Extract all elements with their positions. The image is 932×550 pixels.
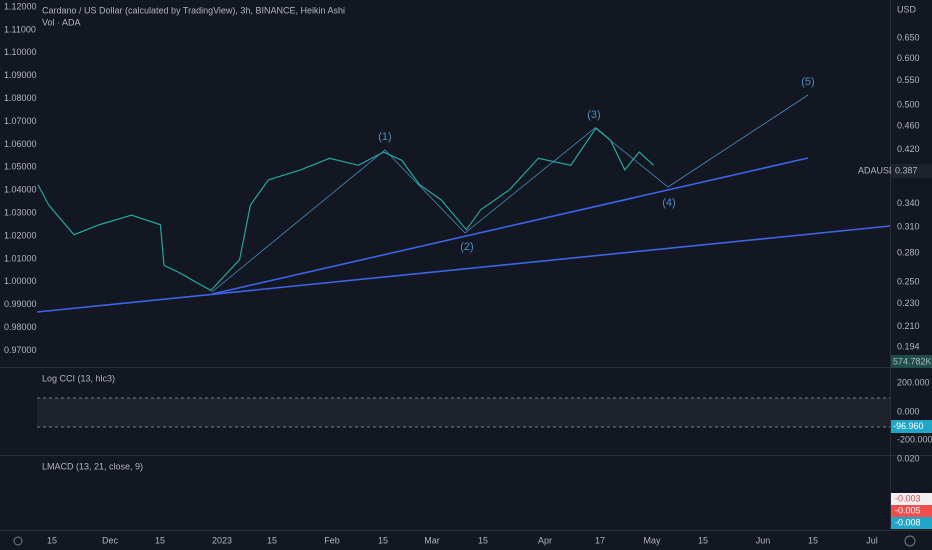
price-scale-label: 0.340 (897, 198, 920, 208)
wave-lines (211, 94, 809, 293)
macd-value-bg (891, 517, 932, 529)
time-label: Jul (866, 535, 878, 545)
left-scale-label: 1.09000 (4, 70, 37, 80)
wave-label: (1) (378, 131, 391, 143)
price-scale-label: 0.230 (897, 298, 920, 308)
time-label: Feb (324, 535, 340, 545)
price-line (37, 127, 655, 292)
volume-label: Vol · ADA (42, 17, 81, 27)
price-scale-label: 0.420 (897, 144, 920, 154)
cci-scale-label: -200.000 (897, 434, 932, 444)
reset-icon[interactable] (904, 535, 916, 547)
wave-label: (3) (587, 109, 600, 121)
wave-label: (4) (662, 197, 675, 209)
left-scale-label: 1.05000 (4, 162, 37, 172)
price-scale-label: 0.250 (897, 277, 920, 287)
left-scale-label: 1.08000 (4, 93, 37, 103)
price-scale-label: 0.460 (897, 121, 920, 131)
last-price: 0.387 (895, 165, 918, 175)
macd-value: -0.008 (895, 517, 921, 527)
cci-scale-label: 200.000 (897, 377, 930, 387)
price-scale-label: 0.194 (897, 341, 920, 351)
left-scale-label: 0.99000 (4, 299, 37, 309)
last-price-bg (891, 164, 932, 178)
left-scale-label: 1.11000 (4, 24, 36, 34)
macd-value: -0.003 (895, 493, 921, 503)
price-scale-label: 0.600 (897, 53, 920, 63)
left-scale-label: 1.00000 (4, 276, 37, 286)
cci-value: -96.960 (893, 421, 924, 431)
price-scale-label: 0.310 (897, 222, 920, 232)
volume-tag-bg (891, 355, 932, 368)
time-label: 15 (378, 535, 388, 545)
currency: USD (897, 4, 917, 14)
left-scale-label: 1.06000 (4, 139, 37, 149)
price-scale-label: 0.550 (897, 75, 920, 85)
wave-label: (5) (801, 76, 814, 88)
trendline (211, 157, 809, 295)
left-scale-label: 1.04000 (4, 185, 37, 195)
volume-tag: 574.782K (893, 356, 932, 366)
time-label: 15 (47, 535, 57, 545)
left-scale-label: 1.01000 (4, 253, 37, 263)
trendline (36, 225, 891, 313)
price-scale-label: 0.210 (897, 321, 920, 331)
left-scale-label: 0.98000 (4, 322, 37, 332)
time-label: 15 (698, 535, 708, 545)
time-label: Jun (756, 535, 771, 545)
time-label: May (643, 535, 661, 545)
settings-icon[interactable] (13, 536, 23, 546)
chart-title: Cardano / US Dollar (calculated by Tradi… (42, 5, 345, 15)
time-label: Mar (424, 535, 440, 545)
time-label: 17 (595, 535, 605, 545)
cci-title: Log CCI (13, hlc3) (42, 373, 115, 383)
price-scale-label: 0.280 (897, 248, 920, 258)
time-label: 15 (478, 535, 488, 545)
macd-value: -0.005 (895, 505, 921, 515)
price-scale-label: 0.500 (897, 99, 920, 109)
time-label: 2023 (212, 535, 232, 545)
left-scale-label: 1.07000 (4, 116, 37, 126)
wave-label: (2) (460, 241, 473, 253)
macd-title: LMACD (13, 21, close, 9) (42, 461, 143, 471)
time-label: Apr (538, 535, 552, 545)
time-label: Dec (102, 535, 119, 545)
left-scale-label: 1.10000 (4, 47, 37, 57)
macd-value-bg (891, 493, 932, 505)
cci-band (37, 398, 890, 427)
macd-value-bg (891, 505, 932, 517)
symbol-tag: ADAUSD (858, 165, 896, 175)
left-scale-label: 1.03000 (4, 207, 37, 217)
left-scale-label: 0.97000 (4, 345, 37, 355)
cci-value-bg (891, 420, 932, 433)
time-label: 15 (267, 535, 277, 545)
time-label: 15 (155, 535, 165, 545)
cci-scale-label: 0.000 (897, 406, 920, 416)
macd-scale-label: 0.020 (897, 453, 920, 463)
price-scale-label: 0.650 (897, 32, 920, 42)
left-scale-label: 1.12000 (4, 1, 37, 11)
time-label: 15 (808, 535, 818, 545)
left-scale-label: 1.02000 (4, 230, 37, 240)
